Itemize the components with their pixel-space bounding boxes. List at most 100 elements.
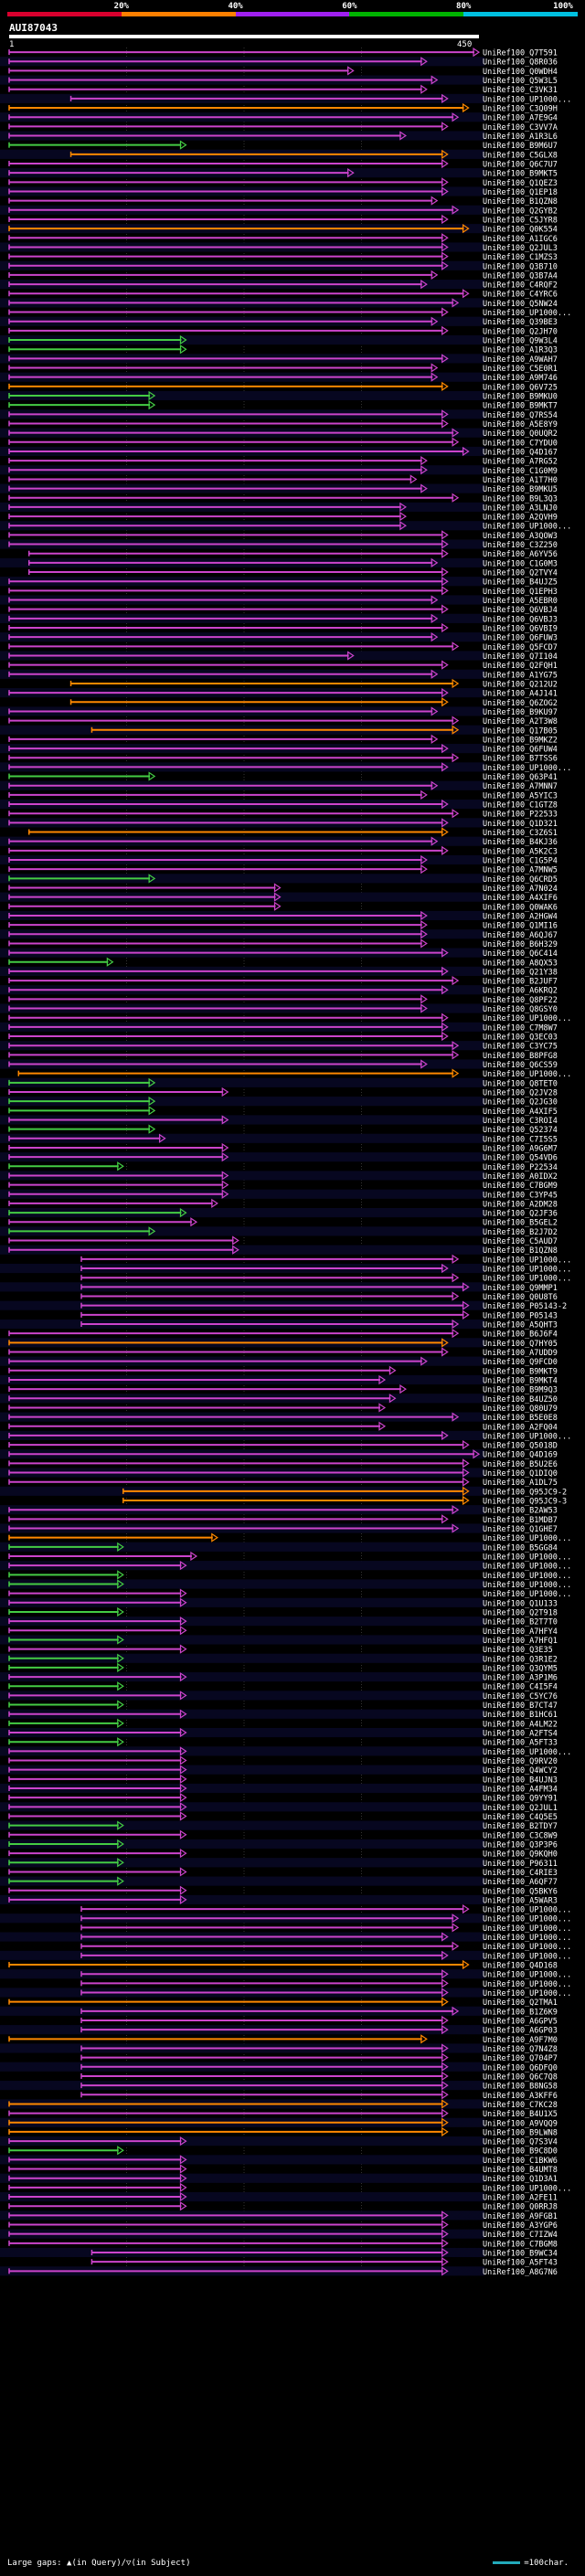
- hit-arrowhead: [179, 1802, 187, 1812]
- hit-label: UniRef100_C5AUD7: [483, 1237, 558, 1246]
- row-band: [0, 874, 484, 884]
- hit-arrowhead: [441, 2229, 449, 2239]
- hit-label: UniRef100_Q6CRD5: [483, 875, 558, 885]
- legend-label: 100%: [553, 2, 573, 11]
- hit-arrowhead: [148, 874, 156, 884]
- hit-label: UniRef100_C7KC28: [483, 2101, 558, 2110]
- hit-arrowhead: [452, 678, 460, 689]
- hit-arrowhead: [441, 586, 449, 596]
- query-ruler: [9, 35, 479, 38]
- legend-segment: [121, 12, 236, 16]
- hit-label: UniRef100_A5FT33: [483, 1739, 558, 1748]
- hit-arrowhead: [431, 613, 439, 623]
- hit-arrowhead: [441, 2090, 449, 2100]
- hit-label: UniRef100_A3P1M6: [483, 1674, 558, 1683]
- hit-label: UniRef100_A5K2C3: [483, 847, 558, 856]
- hit-label: UniRef100_Q3B7A4: [483, 271, 558, 281]
- hit-arrowhead: [441, 604, 449, 614]
- hit-arrowhead: [473, 1449, 481, 1459]
- hit-label: UniRef100_Q6FUW3: [483, 634, 558, 643]
- hit-arrowhead: [179, 1793, 187, 1803]
- hit-arrowhead: [117, 1876, 124, 1886]
- hit-arrowhead: [179, 1597, 187, 1607]
- hit-arrowhead: [441, 948, 449, 958]
- hit-label: UniRef100_B6J6F4: [483, 1330, 558, 1340]
- ruler-start-label: 1: [9, 40, 15, 49]
- hit-label: UniRef100_A2T3W8: [483, 717, 558, 726]
- hit-arrowhead: [452, 1505, 460, 1515]
- hit-label: UniRef100_Q7T591: [483, 49, 558, 58]
- hit-label: UniRef100_A1R3Q3: [483, 346, 558, 355]
- hit-label: UniRef100_Q8R036: [483, 58, 558, 68]
- hit-label: UniRef100_A9VQQ9: [483, 2119, 558, 2128]
- hit-label: UniRef100_A8G7N6: [483, 2268, 558, 2277]
- hit-label: UniRef100_Q6V725: [483, 383, 558, 392]
- hit-label: UniRef100_A9WAH7: [483, 355, 558, 365]
- hit-label: UniRef100_Q2JG30: [483, 1098, 558, 1108]
- hit-label: UniRef100_Q6ZOG2: [483, 699, 558, 708]
- hit-label: UniRef100_B1QZN8: [483, 197, 558, 207]
- hit-label: UniRef100_P96311: [483, 1860, 558, 1869]
- hit-arrowhead: [399, 502, 407, 513]
- hit-arrowhead: [441, 325, 449, 336]
- row-band: [0, 1189, 484, 1199]
- gap-legend: Large gaps: ▲(in Query)/▽(in Subject): [7, 2559, 191, 2568]
- hit-arrowhead: [117, 1542, 124, 1552]
- hit-arrowhead: [420, 57, 428, 67]
- hit-label: UniRef100_Q6C7Q8: [483, 2072, 558, 2082]
- hit-arrowhead: [399, 521, 407, 531]
- hit-label: UniRef100_C4RQF2: [483, 281, 558, 291]
- hit-label: UniRef100_UP1000...: [483, 1943, 571, 1952]
- hit-label: UniRef100_C1BKW6: [483, 2157, 558, 2166]
- hit-arrowhead: [452, 1523, 460, 1533]
- hit-label: UniRef100_C7BGM9: [483, 1182, 558, 1191]
- hit-label: UniRef100_Q9W3L4: [483, 337, 558, 346]
- hit-label: UniRef100_Q2GYB2: [483, 207, 558, 216]
- hit-arrowhead: [420, 994, 428, 1004]
- hit-label: UniRef100_UP1000...: [483, 1934, 571, 1943]
- hit-arrowhead: [179, 2136, 187, 2147]
- hit-label: UniRef100_Q6FUW4: [483, 746, 558, 755]
- hit-label: UniRef100_UP1000...: [483, 1534, 571, 1543]
- hit-arrowhead: [179, 2191, 187, 2202]
- hit-label: UniRef100_C3VK31: [483, 86, 558, 95]
- hit-arrowhead: [431, 270, 439, 281]
- hit-label: UniRef100_A4XIF6: [483, 894, 558, 903]
- row-band: [0, 1709, 484, 1719]
- hit-arrowhead: [148, 1106, 156, 1116]
- scale-legend: =100char.: [493, 2559, 569, 2568]
- hit-arrowhead: [452, 753, 460, 763]
- hit-label: UniRef100_P05143: [483, 1311, 558, 1320]
- hit-label: UniRef100_A6QF77: [483, 1878, 558, 1887]
- hit-arrowhead: [441, 122, 449, 132]
- hit-label: UniRef100_Q6VBI9: [483, 625, 558, 634]
- hit-label: UniRef100_Q4D169: [483, 1451, 558, 1460]
- hit-label: UniRef100_A9FGB1: [483, 2212, 558, 2221]
- hit-label: UniRef100_P22534: [483, 1163, 558, 1172]
- hit-arrowhead: [148, 1124, 156, 1134]
- hit-arrowhead: [441, 2266, 449, 2276]
- hit-arrowhead: [441, 233, 449, 243]
- hit-arrowhead: [441, 827, 449, 837]
- hit-arrowhead: [441, 622, 449, 633]
- hit-arrowhead: [441, 2117, 449, 2127]
- hit-arrowhead: [179, 2155, 187, 2165]
- hit-arrowhead: [452, 298, 460, 308]
- hit-label: UniRef100_B2TDY7: [483, 1822, 558, 1831]
- hit-arrowhead: [452, 205, 460, 215]
- row-band: [0, 2173, 484, 2183]
- hit-label: UniRef100_Q54VD6: [483, 1154, 558, 1163]
- hit-label: UniRef100_Q21Y38: [483, 968, 558, 977]
- hit-label: UniRef100_Q1D321: [483, 820, 558, 829]
- hit-label: UniRef100_Q7I104: [483, 652, 558, 662]
- hit-arrowhead: [441, 93, 449, 104]
- hit-label: UniRef100_A6YV56: [483, 550, 558, 559]
- row-band: [0, 1746, 484, 1756]
- hit-arrowhead: [221, 1171, 229, 1181]
- hit-arrowhead: [148, 1226, 156, 1236]
- hit-arrowhead: [399, 131, 407, 141]
- hit-arrowhead: [420, 1003, 428, 1013]
- row-band: [0, 1579, 484, 1589]
- hit-label: UniRef100_Q9RV20: [483, 1757, 558, 1766]
- hit-label: UniRef100_B9MKZ2: [483, 736, 558, 745]
